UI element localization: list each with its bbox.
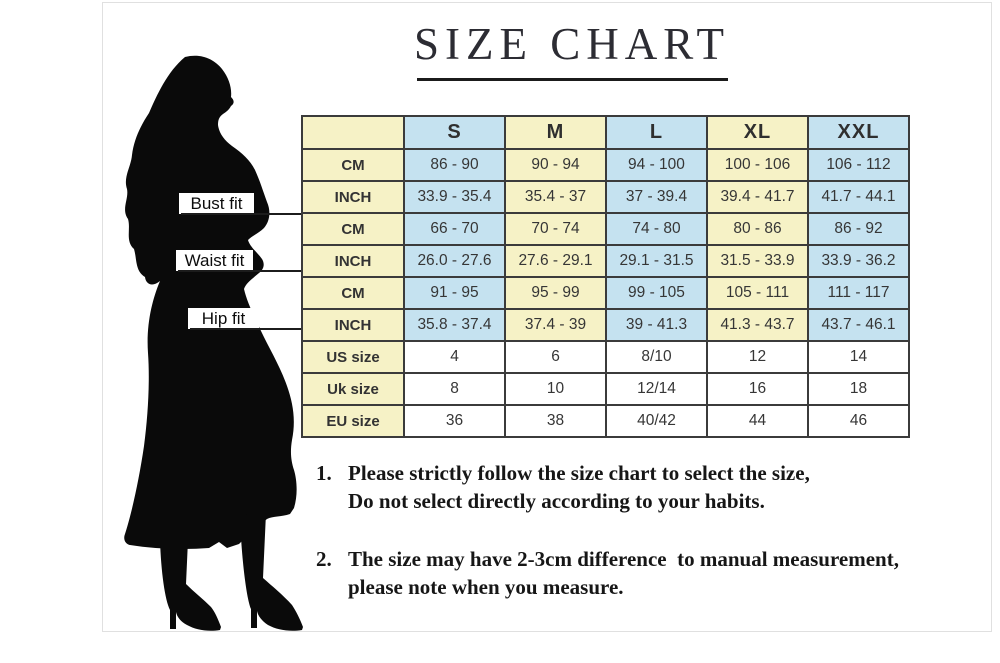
size-value-cell: 94 - 100 xyxy=(605,148,708,182)
size-column-header: L xyxy=(605,115,708,150)
row-label-cell: INCH xyxy=(301,308,405,342)
size-value-cell: 4 xyxy=(403,340,506,374)
size-table-row: CM 86 - 90 90 - 94 94 - 100 100 - 106 106 - 1… xyxy=(301,148,910,182)
size-table-row: CM 66 - 70 70 - 74 74 - 80 80 - 86 86 - 92 xyxy=(301,212,910,246)
size-value-cell: 111 - 117 xyxy=(807,276,910,310)
size-value-cell: 99 - 105 xyxy=(605,276,708,310)
size-table-row: INCH 26.0 - 27.6 27.6 - 29.1 29.1 - 31.5 31.… xyxy=(301,244,910,278)
size-value-cell: 74 - 80 xyxy=(605,212,708,246)
size-value-cell: 8 xyxy=(403,372,506,406)
row-label-cell: INCH xyxy=(301,244,405,278)
size-table-row: CM 91 - 95 95 - 99 99 - 105 105 - 111 111 - 1… xyxy=(301,276,910,310)
size-column-header: S xyxy=(403,115,506,150)
size-table-corner-cell xyxy=(301,115,405,150)
size-value-cell: 91 - 95 xyxy=(403,276,506,310)
size-value-cell: 8/10 xyxy=(605,340,708,374)
size-value-cell: 43.7 - 46.1 xyxy=(807,308,910,342)
size-table-row: US size 4 6 8/10 12 14 xyxy=(301,340,910,374)
note-1-text: Please strictly follow the size chart to… xyxy=(348,459,988,515)
size-value-cell: 33.9 - 35.4 xyxy=(403,180,506,214)
row-label-cell: US size xyxy=(301,340,405,374)
note-1-line-2: Do not select directly according to your… xyxy=(348,489,765,513)
size-table: S M L XL XXL CM 86 - 90 90 - 94 94 - 100 100 - 1… xyxy=(301,115,910,438)
size-value-cell: 14 xyxy=(807,340,910,374)
row-label-cell: Uk size xyxy=(301,372,405,406)
note-item-1: 1. Please strictly follow the size chart… xyxy=(316,459,988,515)
size-value-cell: 27.6 - 29.1 xyxy=(504,244,607,278)
size-table-body: CM 86 - 90 90 - 94 94 - 100 100 - 106 106 - 1… xyxy=(301,148,910,438)
notes-list: 1. Please strictly follow the size chart… xyxy=(316,459,988,631)
size-value-cell: 35.8 - 37.4 xyxy=(403,308,506,342)
size-value-cell: 70 - 74 xyxy=(504,212,607,246)
row-label-cell: CM xyxy=(301,276,405,310)
size-column-header: XXL xyxy=(807,115,910,150)
silhouette-body-path xyxy=(124,55,297,550)
waist-fit-label: Waist fit xyxy=(176,250,253,271)
size-value-cell: 12/14 xyxy=(605,372,708,406)
size-value-cell: 10 xyxy=(504,372,607,406)
hip-fit-label: Hip fit xyxy=(188,308,259,329)
size-table-row: EU size 36 38 40/42 44 46 xyxy=(301,404,910,438)
row-label-cell: INCH xyxy=(301,180,405,214)
size-value-cell: 95 - 99 xyxy=(504,276,607,310)
size-table-row: INCH 35.8 - 37.4 37.4 - 39 39 - 41.3 41.3 - … xyxy=(301,308,910,342)
size-value-cell: 12 xyxy=(706,340,809,374)
silhouette-right-shoe-path xyxy=(240,513,303,631)
note-2-line-1: The size may have 2-3cm difference to ma… xyxy=(348,547,899,571)
size-column-header: M xyxy=(504,115,607,150)
size-value-cell: 37.4 - 39 xyxy=(504,308,607,342)
page-title: SIZE CHART xyxy=(413,19,731,69)
size-value-cell: 26.0 - 27.6 xyxy=(403,244,506,278)
note-1-number: 1. xyxy=(316,461,332,485)
size-value-cell: 33.9 - 36.2 xyxy=(807,244,910,278)
size-value-cell: 29.1 - 31.5 xyxy=(605,244,708,278)
title-underline xyxy=(417,78,728,81)
size-value-cell: 106 - 112 xyxy=(807,148,910,182)
note-2-text: The size may have 2-3cm difference to ma… xyxy=(348,545,988,601)
size-value-cell: 86 - 90 xyxy=(403,148,506,182)
size-table-head: S M L XL XXL xyxy=(301,115,910,150)
size-value-cell: 41.3 - 43.7 xyxy=(706,308,809,342)
size-value-cell: 6 xyxy=(504,340,607,374)
size-value-cell: 40/42 xyxy=(605,404,708,438)
size-value-cell: 18 xyxy=(807,372,910,406)
size-value-cell: 39 - 41.3 xyxy=(605,308,708,342)
waist-fit-pointer-line xyxy=(178,270,301,272)
hip-fit-pointer-line xyxy=(190,328,301,330)
size-table-row: Uk size 8 10 12/14 16 18 xyxy=(301,372,910,406)
size-value-cell: 16 xyxy=(706,372,809,406)
size-value-cell: 44 xyxy=(706,404,809,438)
note-item-2: 2. The size may have 2-3cm difference to… xyxy=(316,545,988,601)
size-value-cell: 100 - 106 xyxy=(706,148,809,182)
row-label-cell: EU size xyxy=(301,404,405,438)
size-value-cell: 41.7 - 44.1 xyxy=(807,180,910,214)
row-label-cell: CM xyxy=(301,148,405,182)
size-value-cell: 105 - 111 xyxy=(706,276,809,310)
size-value-cell: 46 xyxy=(807,404,910,438)
silhouette-left-shoe-path xyxy=(160,540,221,631)
size-value-cell: 38 xyxy=(504,404,607,438)
size-table-header-row: S M L XL XXL xyxy=(301,115,910,150)
note-2-number: 2. xyxy=(316,547,332,571)
size-value-cell: 66 - 70 xyxy=(403,212,506,246)
bust-fit-label: Bust fit xyxy=(179,193,254,214)
size-value-cell: 90 - 94 xyxy=(504,148,607,182)
bust-fit-pointer-line xyxy=(181,213,301,215)
size-value-cell: 31.5 - 33.9 xyxy=(706,244,809,278)
size-table-row: INCH 33.9 - 35.4 35.4 - 37 37 - 39.4 39.4 - … xyxy=(301,180,910,214)
size-value-cell: 86 - 92 xyxy=(807,212,910,246)
size-value-cell: 39.4 - 41.7 xyxy=(706,180,809,214)
note-2-line-2: please note when you measure. xyxy=(348,575,624,599)
row-label-cell: CM xyxy=(301,212,405,246)
size-value-cell: 80 - 86 xyxy=(706,212,809,246)
note-1-line-1: Please strictly follow the size chart to… xyxy=(348,461,810,485)
size-value-cell: 35.4 - 37 xyxy=(504,180,607,214)
size-value-cell: 36 xyxy=(403,404,506,438)
size-value-cell: 37 - 39.4 xyxy=(605,180,708,214)
size-column-header: XL xyxy=(706,115,809,150)
